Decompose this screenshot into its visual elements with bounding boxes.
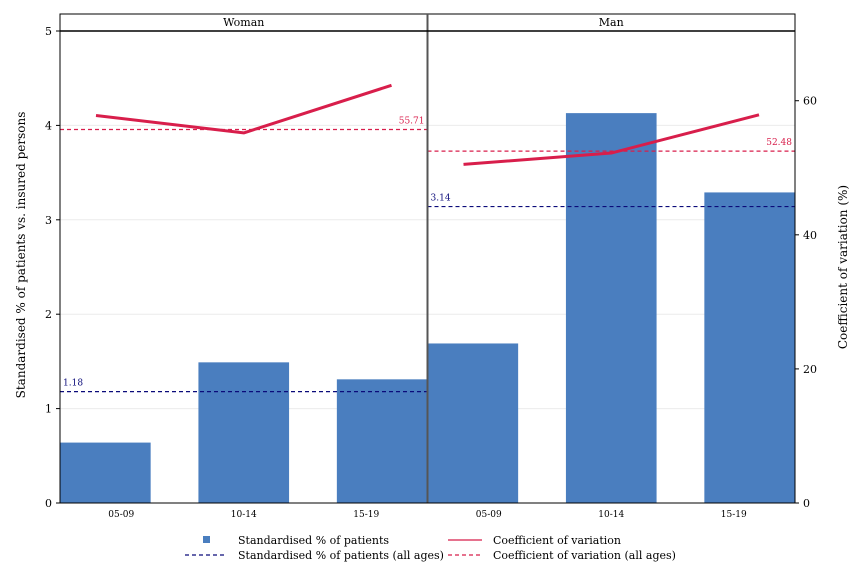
x-tick-label-man-05-09: 05-09: [476, 510, 502, 520]
y-left-tick-label-3: 3: [45, 214, 52, 227]
cv-line-woman: [95, 83, 392, 135]
y-left-tick-label-2: 2: [45, 308, 52, 321]
x-tick-label-man-15-19: 15-19: [721, 510, 747, 520]
ref-cv-label-woman: 55.71: [399, 116, 425, 126]
panel-title-man: Man: [599, 16, 624, 29]
x-tick-label-man-10-14: 10-14: [598, 510, 624, 520]
y-left-tick-label-0: 0: [45, 497, 52, 510]
y-left-tick-label-1: 1: [45, 403, 52, 416]
bar-woman-10-14: [198, 362, 290, 503]
ref-cv-label-man: 52.48: [766, 138, 792, 148]
bar-man-15-19: [704, 192, 795, 503]
cv-line-man: [463, 113, 760, 166]
x-tick-label-woman-05-09: 05-09: [108, 510, 134, 520]
x-tick-label-woman-15-19: 15-19: [353, 510, 379, 520]
bar-man-10-14: [565, 113, 657, 504]
legend-label-2: Standardised % of patients (all ages): [238, 549, 444, 562]
ref-patients-label-woman: 1.18: [63, 379, 83, 389]
y-right-tick-label-0: 0: [803, 497, 810, 510]
y-right-tick-label-2: 40: [803, 229, 817, 242]
legend-label-1: Coefficient of variation: [493, 534, 621, 547]
y-left-tick-label-5: 5: [45, 25, 52, 38]
panel-title-woman: Woman: [223, 16, 264, 29]
bar-woman-15-19: [336, 379, 428, 503]
y-left-axis-title: Standardised % of patients vs. insured p…: [14, 112, 28, 399]
legend-label-0: Standardised % of patients: [238, 534, 389, 547]
y-right-tick-label-1: 20: [803, 363, 817, 376]
y-right-axis-title: Coefficient of variation (%): [836, 185, 850, 349]
y-left-tick-label-4: 4: [45, 119, 52, 132]
bar-man-05-09: [427, 343, 519, 503]
bar-woman-05-09: [60, 442, 151, 503]
y-right-tick-label-3: 60: [803, 95, 817, 108]
legend-swatch-patients: [203, 536, 210, 543]
ref-patients-label-man: 3.14: [431, 194, 451, 204]
legend-label-3: Coefficient of variation (all ages): [493, 549, 676, 562]
x-tick-label-woman-10-14: 10-14: [231, 510, 257, 520]
